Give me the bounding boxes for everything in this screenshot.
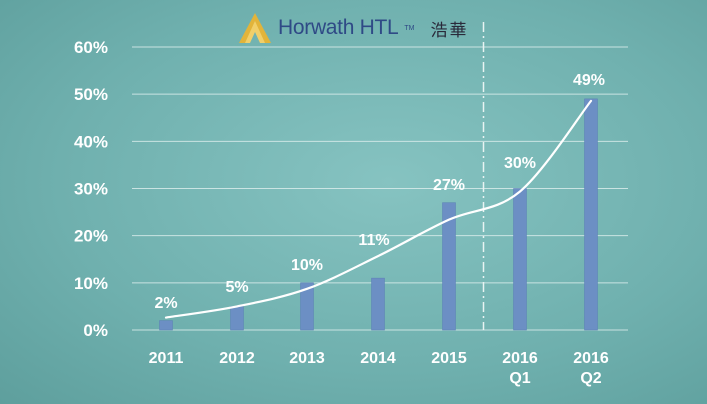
brand-name: Horwath HTL [278,16,399,39]
y-tick-label: 20% [74,227,108,246]
trend-curve [164,99,593,319]
x-tick-label: 2014 [360,350,396,367]
y-tick-label: 40% [74,132,108,151]
x-tick-label: 2015 [431,350,467,367]
bar [584,98,598,331]
bar [300,282,314,331]
x-tick-label: 2016 [502,350,538,367]
bar [371,277,385,331]
data-label: 2% [154,295,177,312]
data-label: 5% [225,279,248,296]
x-tick-label: 2016 [573,350,609,367]
bar [442,202,456,331]
x-tick-label: 2011 [149,350,184,367]
y-tick-label: 50% [74,85,108,104]
y-tick-label: 10% [74,274,108,293]
brand-chinese-name: 浩華 [430,20,469,41]
brand-logo: Horwath HTL TM 浩華 [238,10,469,46]
horwath-logo-icon [239,13,271,43]
data-label: 27% [433,177,465,194]
x-tick-label: 2012 [219,350,255,367]
y-tick-label: 30% [74,180,108,199]
data-label: 30% [504,155,536,172]
y-tick-label: 60% [74,38,108,57]
x-tick-label: Q1 [509,370,530,387]
data-label: 49% [573,72,605,89]
bar [159,320,173,331]
x-tick-label: 2013 [289,350,325,367]
bar [513,188,527,331]
brand-trademark: TM [404,24,415,32]
data-label: 11% [358,232,389,249]
y-tick-label: 0% [83,321,108,340]
data-label: 10% [291,257,323,274]
x-tick-label: Q2 [580,370,601,387]
bar [230,306,244,331]
